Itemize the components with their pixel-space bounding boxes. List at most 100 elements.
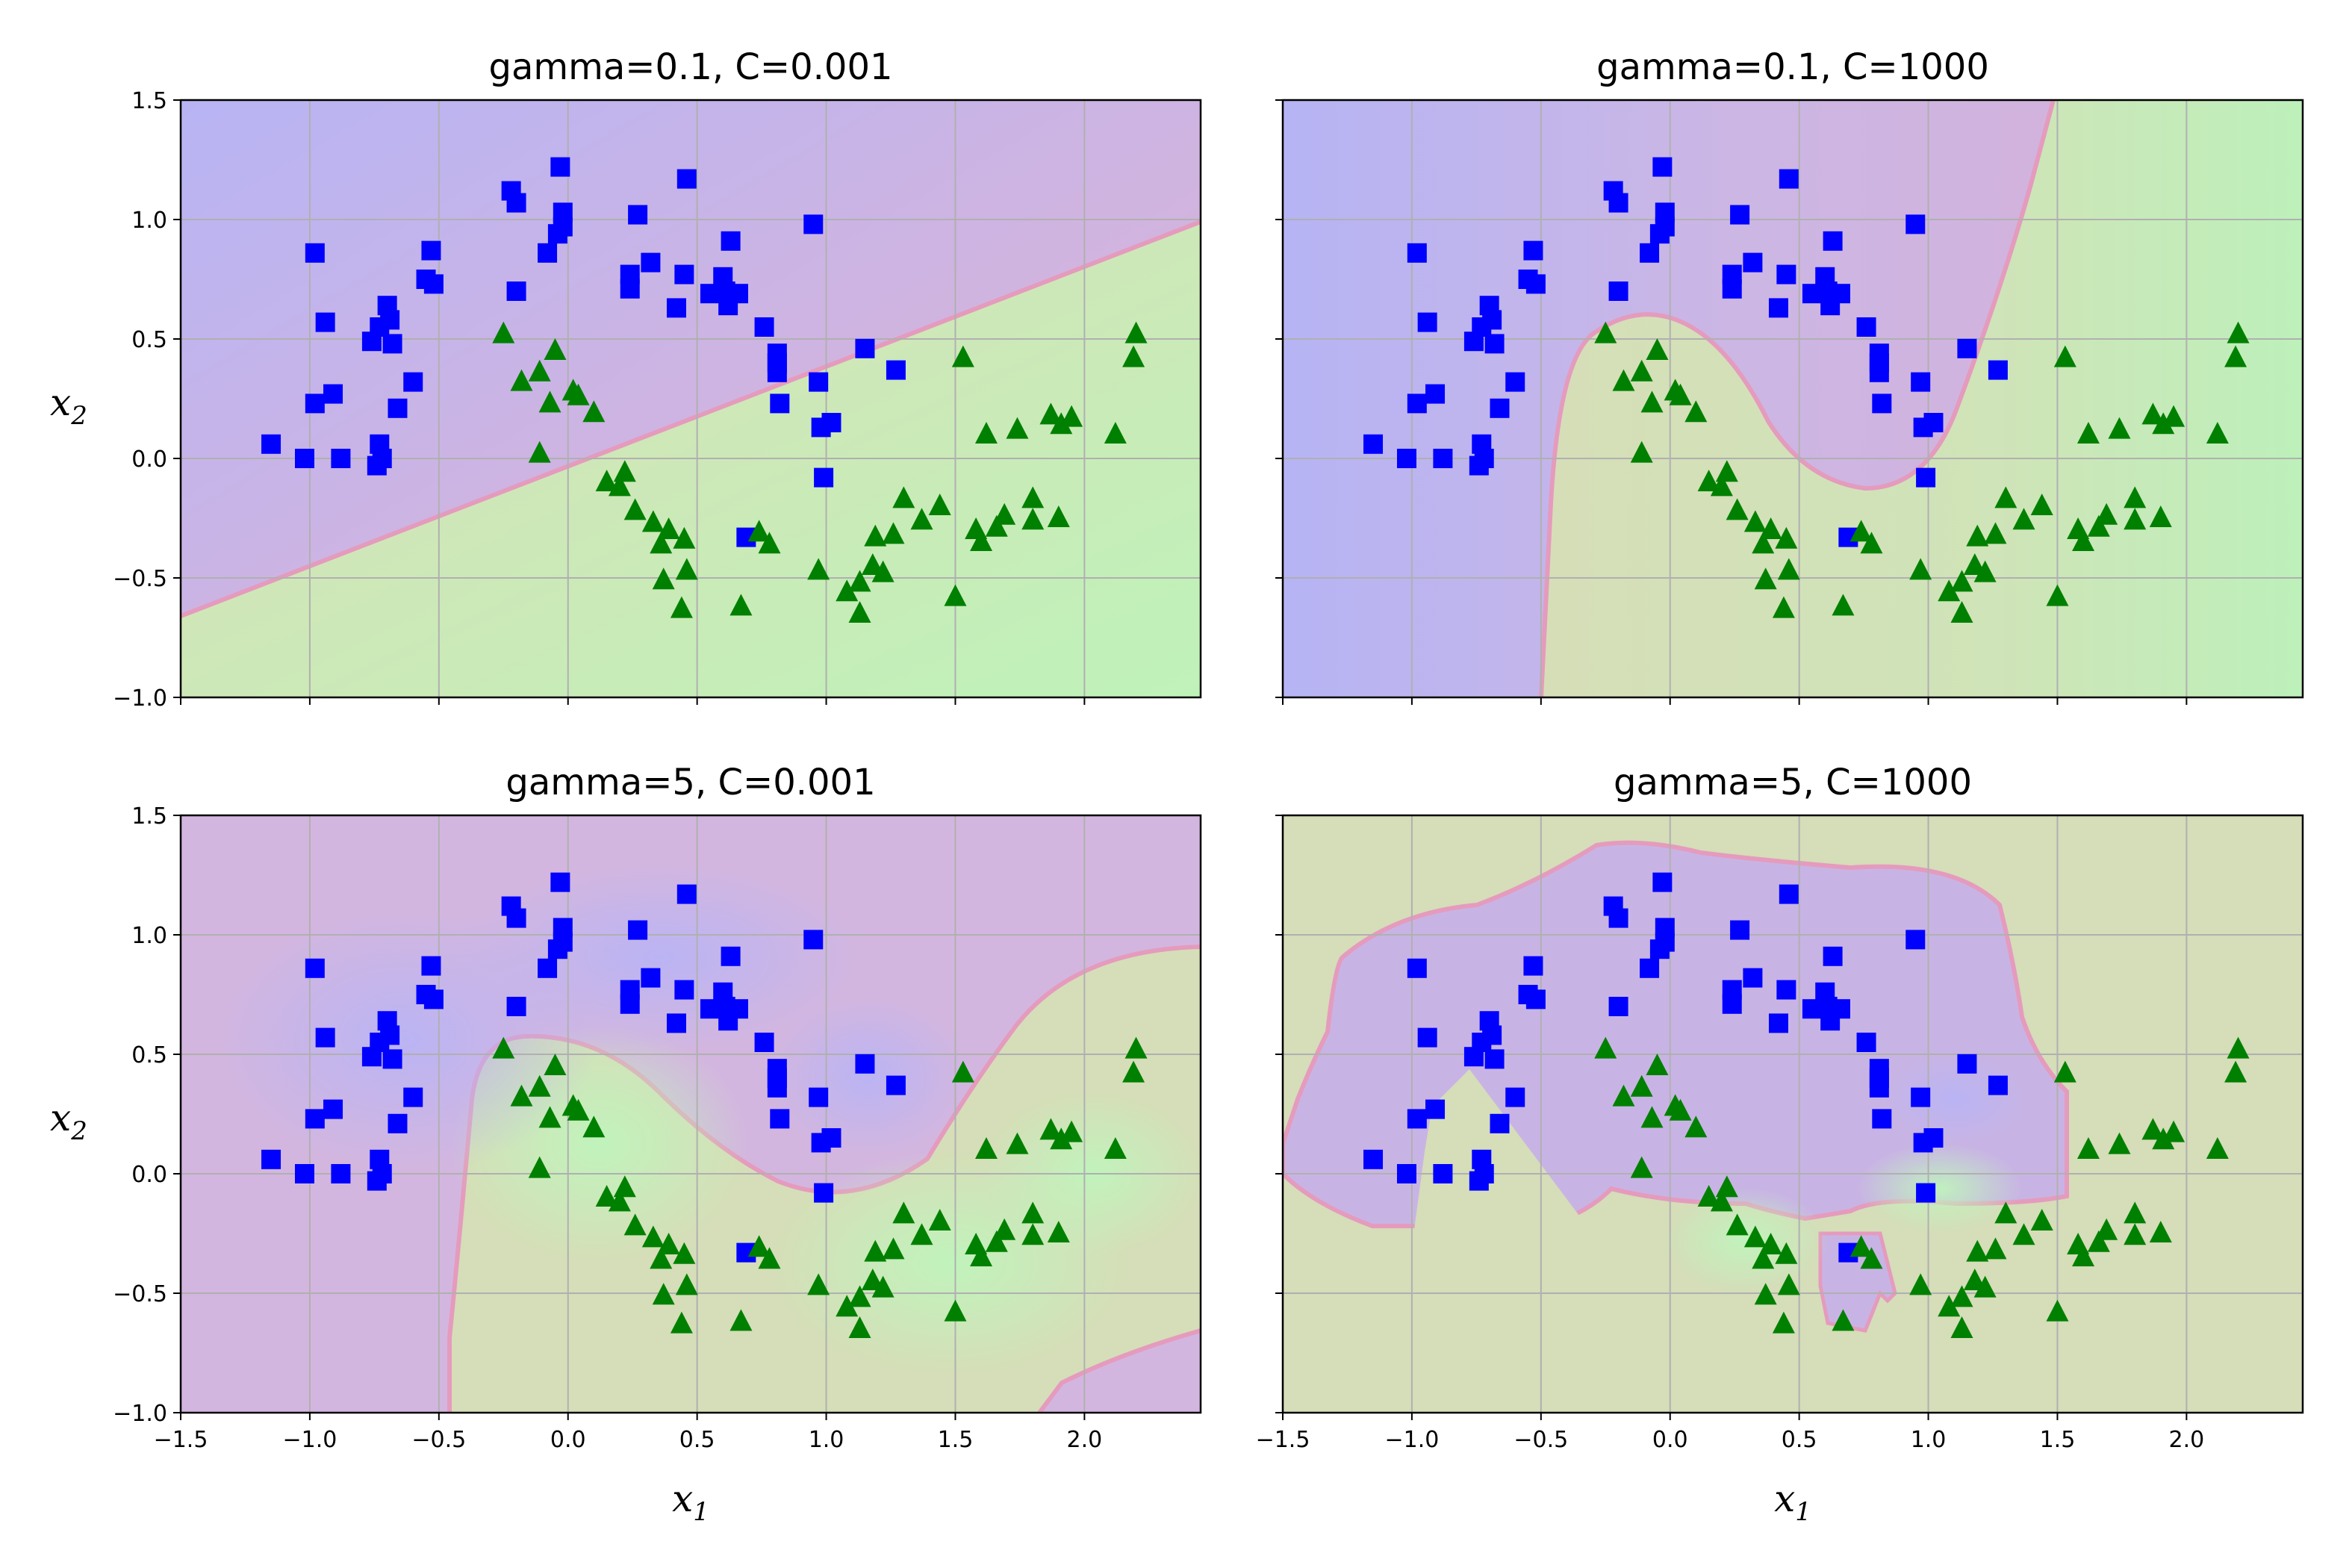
square-point xyxy=(1779,884,1799,904)
triangle-point xyxy=(1047,505,1070,527)
square-point xyxy=(1505,372,1525,392)
square-point xyxy=(1830,999,1850,1019)
square-point xyxy=(666,1013,686,1033)
x-axis: −1.5 −1.0 −0.5 0.0 0.5 1.0 1.5 2.0 xyxy=(1256,1413,2204,1453)
triangle-point xyxy=(510,369,533,391)
square-point xyxy=(1474,1164,1494,1183)
square-point xyxy=(421,240,441,261)
panel-title: gamma=5, C=1000 xyxy=(1614,762,1972,803)
square-point xyxy=(1523,956,1543,976)
square-point xyxy=(261,434,281,454)
square-point xyxy=(1923,413,1944,432)
triangle-point xyxy=(1772,596,1795,618)
triangle-point xyxy=(2012,1223,2035,1245)
square-point xyxy=(553,918,573,938)
triangle-point xyxy=(492,1036,515,1059)
panel-gamma-0.1-c-1000: gamma=0.1, C=1000 xyxy=(1275,46,2304,705)
square-point xyxy=(380,1025,400,1045)
triangle-point xyxy=(528,1156,551,1178)
triangle-point xyxy=(1994,1201,2017,1224)
triangle-point xyxy=(1669,383,1692,405)
triangle-point xyxy=(758,1247,781,1269)
square-point xyxy=(666,298,686,318)
triangle-point xyxy=(729,594,753,616)
square-point xyxy=(315,312,335,332)
square-point xyxy=(1869,343,1889,364)
square-point xyxy=(506,908,526,928)
square-point xyxy=(1743,968,1763,988)
y-axis-label: x2 xyxy=(50,381,87,431)
triangle-point xyxy=(657,1233,680,1254)
x-tick-label: −0.5 xyxy=(1513,1427,1568,1453)
square-point xyxy=(1490,1113,1510,1133)
triangle-point xyxy=(1726,498,1749,520)
triangle-point xyxy=(2030,1209,2053,1231)
triangle-point xyxy=(623,1213,647,1236)
data-points xyxy=(261,872,1148,1338)
triangle-point xyxy=(528,1074,551,1097)
triangle-point xyxy=(510,1084,533,1107)
x-tick-label: −0.5 xyxy=(411,1427,466,1453)
triangle-point xyxy=(944,584,967,606)
square-point xyxy=(1433,1164,1453,1183)
triangle-point xyxy=(613,460,636,482)
square-point xyxy=(403,372,423,392)
triangle-point xyxy=(2053,345,2076,367)
y-tick-label: 0.0 xyxy=(131,1162,167,1188)
axes-frame xyxy=(1281,99,2304,699)
decision-region xyxy=(1283,100,2303,697)
triangle-point xyxy=(974,1137,998,1159)
triangle-point xyxy=(650,1247,673,1269)
square-point xyxy=(1779,169,1799,189)
triangle-point xyxy=(538,391,561,413)
panel-title: gamma=0.1, C=1000 xyxy=(1596,46,1989,88)
triangle-point xyxy=(1021,508,1045,530)
triangle-point xyxy=(1759,517,1782,539)
triangle-point xyxy=(1909,558,1932,580)
triangle-point xyxy=(650,532,673,554)
triangle-point xyxy=(641,510,665,532)
triangle-point xyxy=(2124,486,2147,508)
decision-region xyxy=(181,815,1201,1413)
square-point xyxy=(1608,908,1628,928)
square-point xyxy=(538,958,558,978)
triangle-point xyxy=(1640,1106,1664,1128)
triangle-point xyxy=(544,338,567,360)
square-point xyxy=(1957,1054,1977,1074)
triangle-point xyxy=(528,359,551,382)
triangle-point xyxy=(1060,1120,1083,1142)
square-point xyxy=(1856,1033,1876,1052)
triangle-point xyxy=(538,1106,561,1128)
triangle-point xyxy=(1777,558,1800,580)
triangle-point xyxy=(1752,1247,1775,1269)
triangle-point xyxy=(747,1235,771,1257)
data-points xyxy=(1363,872,2250,1338)
triangle-point xyxy=(595,470,618,491)
square-point xyxy=(305,393,325,414)
triangle-point xyxy=(807,1273,830,1295)
square-point xyxy=(1484,1049,1505,1069)
triangle-point xyxy=(652,567,675,590)
square-point xyxy=(1655,918,1675,938)
triangle-point xyxy=(2227,321,2250,343)
triangle-point xyxy=(951,1060,974,1083)
square-point xyxy=(550,872,570,892)
triangle-point xyxy=(892,486,915,508)
triangle-point xyxy=(675,558,698,580)
square-point xyxy=(821,413,841,432)
panel-title: gamma=5, C=0.001 xyxy=(505,762,875,803)
triangle-point xyxy=(2162,405,2185,427)
x-tick-label: 1.0 xyxy=(1911,1427,1947,1453)
y-tick-label: −1.0 xyxy=(113,685,167,712)
triangle-point xyxy=(1021,486,1045,508)
square-point xyxy=(538,243,558,263)
triangle-point xyxy=(970,529,993,551)
square-point xyxy=(721,946,741,966)
triangle-point xyxy=(1640,391,1664,413)
triangle-point xyxy=(1697,470,1720,491)
triangle-point xyxy=(848,601,871,623)
triangle-point xyxy=(1122,1060,1145,1083)
triangle-point xyxy=(2076,1137,2100,1159)
triangle-point xyxy=(582,400,606,423)
